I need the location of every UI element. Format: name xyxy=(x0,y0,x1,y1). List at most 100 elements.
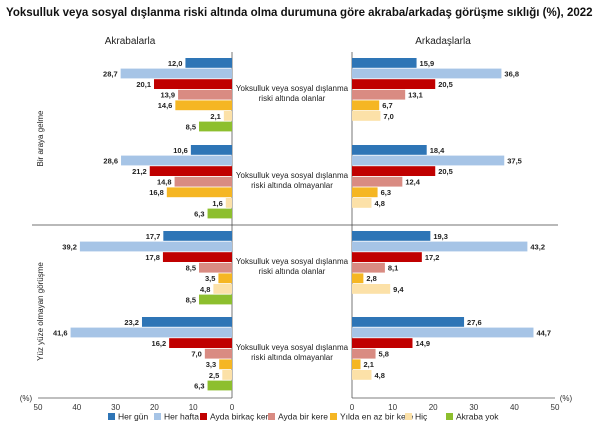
left-bar xyxy=(204,348,232,359)
left-bar xyxy=(178,89,232,100)
right-bar-value: 37,5 xyxy=(507,156,522,165)
right-bar-value: 8,1 xyxy=(388,264,398,273)
left-bar-value: 14,6 xyxy=(158,101,173,110)
legend-swatch xyxy=(268,413,275,420)
legend-swatch xyxy=(200,413,207,420)
left-bar xyxy=(218,273,232,284)
right-bar-value: 2,1 xyxy=(364,360,374,369)
right-bar xyxy=(352,166,436,176)
left-bar-value: 28,7 xyxy=(103,69,118,78)
right-bar xyxy=(352,111,381,121)
right-bar-value: 20,5 xyxy=(438,167,453,176)
x-tick-label: 10 xyxy=(189,403,198,412)
left-bar xyxy=(120,68,232,79)
category-label: Yoksulluk veya sosyal dışlanma xyxy=(236,171,349,180)
right-bar xyxy=(352,327,534,338)
legend-swatch xyxy=(446,413,453,420)
category-label: Yoksulluk veya sosyal dışlanma xyxy=(236,343,349,352)
left-bar-value: 6,3 xyxy=(194,381,204,390)
left-bar xyxy=(174,176,232,187)
left-bar xyxy=(175,100,232,111)
left-bar xyxy=(70,327,232,338)
right-bar xyxy=(352,79,436,89)
left-header: Akrabalarla xyxy=(105,36,156,47)
left-bar xyxy=(169,338,232,348)
right-bar-value: 44,7 xyxy=(536,328,551,337)
left-bar xyxy=(225,198,232,208)
right-bar-value: 13,1 xyxy=(408,91,423,100)
left-bar-value: 17,8 xyxy=(145,253,160,262)
left-bar xyxy=(141,317,232,327)
left-bar-value: 16,2 xyxy=(152,339,167,348)
left-bar-value: 4,8 xyxy=(200,285,210,294)
right-bar xyxy=(352,284,391,294)
left-bar-value: 8,5 xyxy=(186,264,196,273)
left-bar-value: 20,1 xyxy=(136,80,151,89)
left-bar-value: 21,2 xyxy=(132,167,147,176)
legend-label: Akraba yok xyxy=(456,412,499,422)
x-tick-label: 30 xyxy=(111,403,120,412)
left-bar xyxy=(154,79,232,89)
right-bar-value: 9,4 xyxy=(393,285,404,294)
right-bar xyxy=(352,338,413,348)
right-bar xyxy=(352,145,427,155)
row-group-label: Bir araya gelme xyxy=(36,110,45,167)
left-bar xyxy=(185,58,232,68)
left-bar xyxy=(222,370,232,380)
right-bar xyxy=(352,252,422,262)
x-tick-label: 30 xyxy=(469,403,478,412)
axis-unit-left: (%) xyxy=(20,394,33,403)
left-bar-value: 6,3 xyxy=(194,209,204,218)
x-tick-label: 40 xyxy=(510,403,519,412)
left-bar-value: 10,6 xyxy=(173,146,188,155)
right-bar-value: 17,2 xyxy=(425,253,440,262)
right-bar xyxy=(352,262,385,273)
category-label: riski altında olmayanlar xyxy=(251,181,333,190)
left-bar xyxy=(207,208,232,219)
right-bar-value: 36,8 xyxy=(504,69,519,78)
left-bar-value: 7,0 xyxy=(191,350,201,359)
right-bar xyxy=(352,187,378,198)
right-bar xyxy=(352,348,376,359)
left-bar xyxy=(213,284,232,294)
right-bar-value: 7,0 xyxy=(383,112,393,121)
x-tick-label: 0 xyxy=(350,403,355,412)
left-bar-value: 41,6 xyxy=(53,328,68,337)
left-bar-value: 17,7 xyxy=(146,232,161,241)
left-bar-value: 14,8 xyxy=(157,178,172,187)
right-bar xyxy=(352,370,372,380)
right-bar-value: 4,8 xyxy=(374,199,384,208)
left-bar-value: 3,3 xyxy=(206,360,216,369)
x-tick-label: 0 xyxy=(230,403,235,412)
right-bar xyxy=(352,68,502,79)
right-bar-value: 5,8 xyxy=(379,350,389,359)
right-bar-value: 6,3 xyxy=(381,188,391,197)
category-label: riski altında olanlar xyxy=(259,267,326,276)
left-bar xyxy=(121,155,232,166)
right-bar xyxy=(352,100,380,111)
legend-swatch xyxy=(108,413,115,420)
left-bar-value: 8,5 xyxy=(186,122,196,131)
left-bar xyxy=(79,241,233,252)
x-tick-label: 10 xyxy=(388,403,397,412)
right-bar xyxy=(352,89,406,100)
right-bar-value: 14,9 xyxy=(415,339,430,348)
left-bar-value: 28,6 xyxy=(103,156,118,165)
left-bar xyxy=(166,187,232,198)
legend-layer: Her gün Her hafta Ayda birkaç kere Ayda bir… xyxy=(108,412,499,422)
right-bar xyxy=(352,359,361,370)
left-bar xyxy=(207,380,232,391)
left-bar xyxy=(149,166,232,176)
left-bar-value: 8,5 xyxy=(186,295,196,304)
right-bar xyxy=(352,317,465,327)
right-bar xyxy=(352,176,403,187)
legend-swatch xyxy=(405,413,412,420)
right-bar xyxy=(352,231,431,241)
left-bar xyxy=(162,252,232,262)
legend-label: Yılda en az bir kere xyxy=(340,412,414,422)
legend-swatch xyxy=(154,413,161,420)
row-group-label: Yüz yüze olmayan görüşme xyxy=(36,262,45,361)
left-bar-value: 23,2 xyxy=(124,318,139,327)
